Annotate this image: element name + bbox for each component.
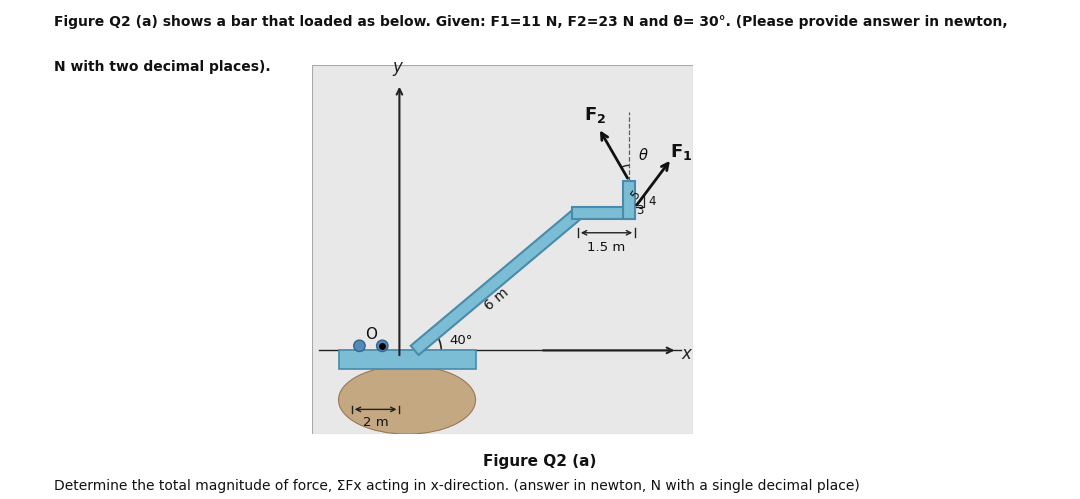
Text: 2 m: 2 m — [363, 416, 389, 429]
Text: 40°: 40° — [449, 333, 472, 346]
Text: $\mathbf{F_2}$: $\mathbf{F_2}$ — [583, 105, 606, 125]
Text: y: y — [392, 58, 403, 76]
Text: 6 m: 6 m — [482, 285, 512, 313]
Text: N with two decimal places).: N with two decimal places). — [54, 60, 271, 74]
Text: 3: 3 — [636, 204, 644, 217]
Text: 5: 5 — [627, 189, 643, 202]
Circle shape — [354, 340, 365, 351]
Polygon shape — [410, 209, 582, 355]
Text: 4: 4 — [648, 195, 656, 208]
Text: O: O — [365, 327, 377, 342]
Ellipse shape — [338, 366, 475, 434]
Polygon shape — [572, 207, 635, 220]
Text: x: x — [681, 345, 691, 363]
Circle shape — [377, 340, 388, 351]
Text: $\theta$: $\theta$ — [638, 147, 649, 163]
Text: 1.5 m: 1.5 m — [588, 241, 625, 254]
Text: $\mathbf{F_1}$: $\mathbf{F_1}$ — [670, 142, 692, 162]
Bar — [338, 350, 475, 369]
Polygon shape — [623, 181, 635, 220]
Text: Figure Q2 (a): Figure Q2 (a) — [484, 454, 596, 469]
Text: Figure Q2 (a) shows a bar that loaded as below. Given: F1=11 N, F2=23 N and θ= 3: Figure Q2 (a) shows a bar that loaded as… — [54, 15, 1008, 29]
Text: Determine the total magnitude of force, ΣFx acting in x-direction. (answer in ne: Determine the total magnitude of force, … — [54, 479, 860, 493]
